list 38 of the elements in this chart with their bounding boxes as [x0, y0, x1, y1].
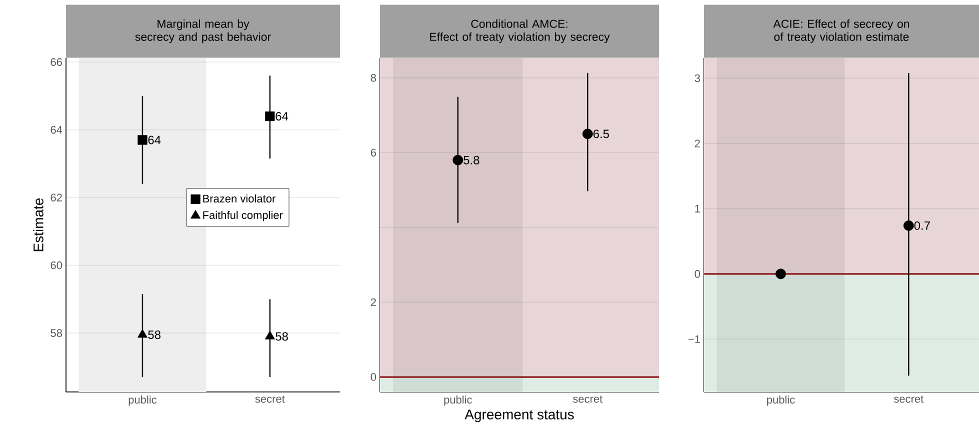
data-label: 64 — [276, 112, 288, 120]
data-label: 6.5 — [593, 130, 610, 138]
legend-label: Faithful complier — [203, 210, 283, 222]
y-axis-title: Estimate — [33, 198, 44, 252]
legend-label: Brazen violator — [203, 194, 276, 203]
y-tick-label: 8 — [370, 74, 376, 82]
y-tick-label: 0 — [694, 270, 700, 278]
x-tick-label: public — [444, 396, 472, 406]
chart-title: Conditional AMCE: Effect of treaty violation by secrecy — [430, 19, 610, 44]
y-tick-label: 0 — [370, 373, 376, 381]
x-tick-label: secret — [572, 396, 603, 403]
data-label: 58 — [276, 332, 288, 341]
x-tick-label: secret — [255, 396, 285, 403]
y-tick-label: 60 — [50, 261, 62, 270]
y-tick-label: 66 — [50, 58, 62, 66]
data-label: 5.8 — [464, 156, 480, 164]
data-label: 0.7 — [914, 221, 930, 230]
x-axis-title: Agreement status — [464, 410, 574, 422]
y-tick-label: 64 — [50, 126, 62, 134]
x-tick-label: public — [128, 396, 157, 406]
y-tick-label: −1 — [688, 335, 700, 343]
x-tick-label: public — [767, 396, 795, 406]
y-tick-label: 58 — [50, 329, 62, 337]
point — [138, 329, 148, 338]
y-tick-label: 2 — [370, 298, 376, 306]
data-label: 58 — [148, 330, 160, 339]
data-label: 64 — [148, 136, 161, 144]
y-tick-label: 3 — [694, 74, 700, 82]
point — [264, 330, 275, 340]
y-tick-label: 1 — [695, 204, 700, 212]
chart-title: ACIE: Effect of secrecy on of treaty violation estimate — [773, 19, 910, 44]
x-tick-label: secret — [894, 396, 924, 403]
chart-title: Marginal mean by secrecy and past behavior — [135, 19, 271, 44]
y-tick-label: 62 — [50, 194, 62, 202]
y-tick-label: 2 — [694, 140, 700, 148]
point — [265, 111, 275, 122]
y-tick-label: 6 — [370, 148, 376, 157]
point — [138, 135, 148, 145]
